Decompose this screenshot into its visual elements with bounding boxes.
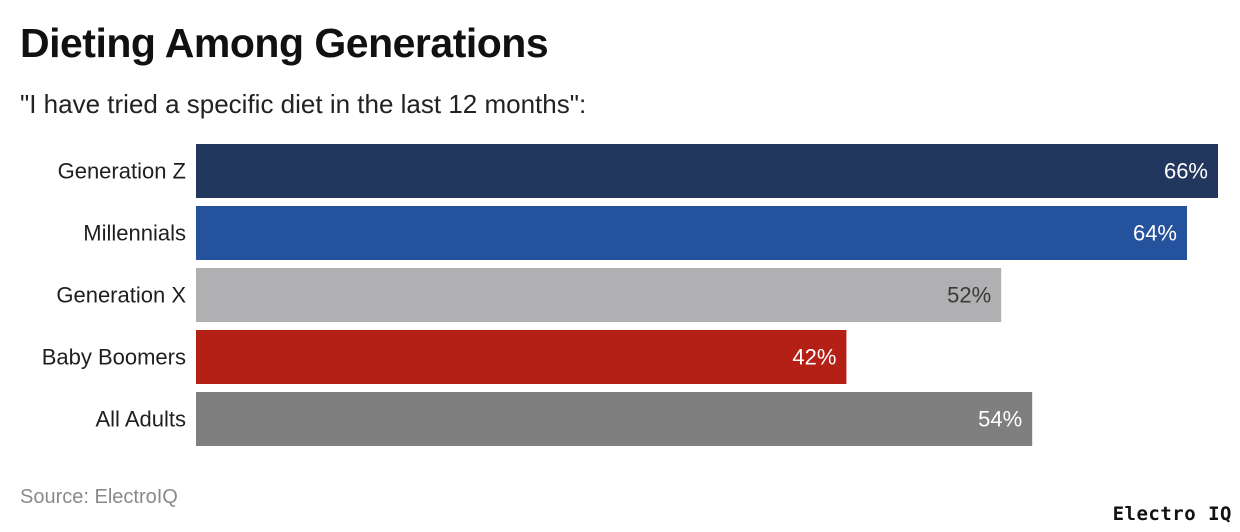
category-label: Generation Z (58, 159, 186, 184)
brand-logo: Electro IQ (1112, 503, 1232, 525)
value-label: 66% (1164, 159, 1208, 184)
category-label: Millennials (83, 221, 186, 246)
value-label: 42% (792, 345, 836, 370)
bar-generation-x (196, 268, 1002, 322)
bar-baby-boomers (196, 330, 847, 384)
category-label: Generation X (56, 283, 186, 308)
value-label: 64% (1133, 221, 1177, 246)
category-label: Baby Boomers (42, 345, 186, 370)
chart-title: Dieting Among Generations (20, 20, 549, 66)
value-label: 54% (978, 407, 1022, 432)
source-note: Source: ElectroIQ (20, 486, 178, 508)
category-label: All Adults (96, 407, 187, 432)
chart-subtitle: "I have tried a specific diet in the las… (20, 89, 587, 119)
value-label: 52% (947, 283, 991, 308)
bar-all-adults (196, 392, 1033, 446)
bar-generation-z (196, 144, 1218, 198)
bar-millennials (196, 206, 1187, 260)
bar-chart: Generation Z 66% Millennials 64% Generation … (42, 144, 1218, 446)
